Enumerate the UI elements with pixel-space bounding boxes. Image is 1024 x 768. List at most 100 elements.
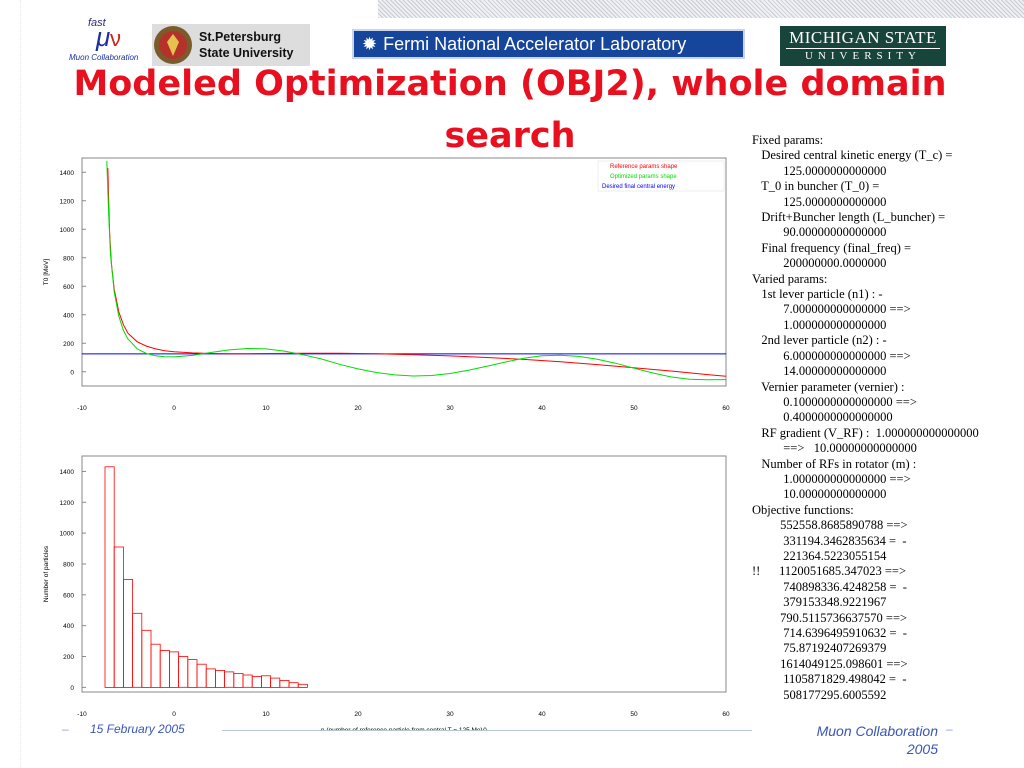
header-pattern bbox=[378, 0, 1024, 18]
params-line: T_0 in buncher (T_0) = bbox=[752, 179, 880, 194]
params-line: Varied params: bbox=[752, 271, 828, 286]
nu-glyph: ν bbox=[110, 26, 121, 51]
params-line: 331194.3462835634 = - bbox=[752, 533, 907, 548]
params-line: 1.000000000000000 ==> bbox=[752, 471, 911, 486]
muon-logo-caption: Muon Collaboration bbox=[69, 53, 138, 62]
footer-collab-line1: Muon Collaboration bbox=[816, 723, 938, 739]
params-line: 221364.5223055154 bbox=[752, 548, 887, 563]
x-tick-label: 10 bbox=[262, 711, 270, 718]
params-line: Number of RFs in rotator (m) : bbox=[752, 456, 917, 471]
x-tick-label: 60 bbox=[722, 405, 730, 412]
fermilab-name: Fermi National Accelerator Laboratory bbox=[383, 33, 687, 54]
params-line: 1st lever particle (n1) : - bbox=[752, 287, 883, 302]
params-line: Drift+Buncher length (L_buncher) = bbox=[752, 210, 946, 225]
muon-logo-fast: fast bbox=[88, 17, 107, 29]
x-tick-label: 40 bbox=[538, 405, 546, 412]
params-line: 379153348.9221967 bbox=[752, 595, 887, 610]
y-tick-label: 200 bbox=[63, 654, 74, 661]
params-line: 790.5115736637570 ==> bbox=[752, 610, 908, 625]
y-tick-label: 1200 bbox=[60, 198, 75, 205]
params-line: ==> 10.00000000000000 bbox=[752, 441, 917, 456]
params-line: 552558.8685890788 ==> bbox=[752, 518, 908, 533]
y-tick-label: 400 bbox=[63, 623, 74, 630]
series-line-reference-params-shape bbox=[107, 167, 726, 377]
x-tick-label: 0 bbox=[172, 405, 176, 412]
x-tick-label: 20 bbox=[354, 711, 362, 718]
y-tick-label: 600 bbox=[63, 284, 74, 291]
legend-entry: Optimized params shape bbox=[610, 174, 677, 180]
msu-name-line1: MICHIGAN STATE bbox=[789, 28, 937, 47]
y-tick-label: 1000 bbox=[60, 227, 75, 234]
y-tick-label: 600 bbox=[63, 592, 74, 599]
footer-date: 15 February 2005 bbox=[90, 722, 185, 736]
legend-entry: Desired final central energy bbox=[602, 184, 675, 190]
muon-logo-graphic: fast μ ν Muon Collaboration bbox=[69, 17, 139, 62]
x-tick-label: 50 bbox=[630, 711, 638, 718]
spbu-logo: St.Petersburg State University bbox=[152, 24, 310, 66]
params-line: 0.1000000000000000 ==> bbox=[752, 394, 917, 409]
params-line: Vernier parameter (vernier) : bbox=[752, 379, 905, 394]
x-tick-label: 50 bbox=[630, 405, 638, 412]
plot-frame bbox=[81, 157, 727, 387]
optimization-params-text: Fixed params: Desired central kinetic en… bbox=[752, 133, 1020, 703]
x-tick-label: 20 bbox=[354, 405, 362, 412]
fermilab-logo: ✹ Fermi National Accelerator Laboratory bbox=[352, 29, 745, 59]
params-line: 714.6396495910632 = - bbox=[752, 626, 907, 640]
params-line: Objective functions: bbox=[752, 502, 854, 517]
energy-shape-chart-svg: 0 200 400 600 800 1000 1200 1400 -10 0 10 20 30 40 50 6… bbox=[43, 157, 730, 412]
msu-name-line2: UNIVERSITY bbox=[786, 48, 940, 63]
plot-frame bbox=[81, 455, 727, 693]
x-tick-label: 30 bbox=[446, 405, 454, 412]
params-line: 10.00000000000000 bbox=[752, 487, 887, 502]
params-line: 740898336.4248258 = - bbox=[752, 579, 907, 594]
params-line: 7.000000000000000 ==> bbox=[752, 302, 911, 317]
x-tick-label: 30 bbox=[446, 711, 454, 718]
y-tick-label: 800 bbox=[63, 561, 74, 568]
mu-glyph: μ bbox=[95, 22, 110, 52]
y-tick-label: 400 bbox=[63, 312, 74, 319]
params-line: 125.0000000000000 bbox=[752, 163, 887, 178]
slide-edge bbox=[0, 0, 21, 768]
y-tick-label: 1400 bbox=[60, 469, 75, 476]
muon-collaboration-logo: fast μ ν Muon Collaboration bbox=[66, 14, 139, 66]
params-line: 200000000.0000000 bbox=[752, 256, 887, 271]
x-tick-label: 40 bbox=[538, 711, 546, 718]
params-line: 75.87192407269379 bbox=[752, 641, 887, 656]
histogram-bar bbox=[297, 683, 308, 688]
params-line: 1614049125.098601 ==> bbox=[752, 656, 908, 671]
y-tick-label: 200 bbox=[63, 341, 74, 348]
spbu-name-line2: State University bbox=[199, 46, 294, 60]
y-tick-label: 1000 bbox=[60, 531, 75, 538]
particle-distribution-chart-svg: 0 200 400 600 800 1000 1200 1400 -10 0 10 20 30 40 50 6… bbox=[43, 455, 730, 734]
footer-collaboration: Muon Collaboration 2005 bbox=[817, 722, 938, 758]
x-tick-label: -10 bbox=[77, 711, 87, 718]
spbu-seal-icon bbox=[154, 26, 192, 64]
y-axis-label: Number of particles bbox=[43, 545, 50, 602]
particle-distribution-chart: 0 200 400 600 800 1000 1200 1400 -10 0 10 20 30 40 50 6… bbox=[30, 448, 744, 734]
x-tick-label: 0 bbox=[172, 711, 176, 718]
fermilab-gear-icon: ✹ bbox=[362, 33, 378, 54]
params-line: 1105871829.498042 = - bbox=[752, 672, 907, 687]
params-line: Desired central kinetic energy (T_c) = bbox=[752, 148, 953, 163]
params-line: 125.0000000000000 bbox=[752, 194, 887, 209]
params-line: 2nd lever particle (n2) : - bbox=[752, 333, 887, 348]
x-tick-label: 10 bbox=[262, 405, 270, 412]
y-tick-label: 0 bbox=[70, 685, 74, 692]
y-tick-label: 1200 bbox=[60, 500, 75, 507]
y-tick-label: 1400 bbox=[60, 170, 75, 177]
params-line: RF gradient (V_RF) : 1.000000000000000 bbox=[752, 425, 979, 440]
footer-dash-left: – bbox=[62, 722, 69, 736]
params-line: Final frequency (final_freq) = bbox=[752, 240, 912, 255]
footer-dash-right: – bbox=[946, 722, 953, 736]
legend-entry: Reference params shape bbox=[610, 164, 678, 170]
x-tick-label: -10 bbox=[77, 405, 87, 412]
params-line: 90.00000000000000 bbox=[752, 225, 887, 240]
legend-box bbox=[597, 160, 725, 192]
y-tick-label: 0 bbox=[70, 369, 74, 376]
x-tick-label: 60 bbox=[722, 711, 730, 718]
params-line: !! 1120051685.347023 ==> bbox=[752, 564, 907, 579]
energy-shape-chart: 0 200 400 600 800 1000 1200 1400 -10 0 10 20 30 40 50 6… bbox=[30, 148, 744, 420]
y-axis-label: T0 [MeV] bbox=[43, 259, 50, 286]
params-line: 6.000000000000000 ==> bbox=[752, 348, 911, 363]
params-line: 14.00000000000000 bbox=[752, 364, 887, 379]
